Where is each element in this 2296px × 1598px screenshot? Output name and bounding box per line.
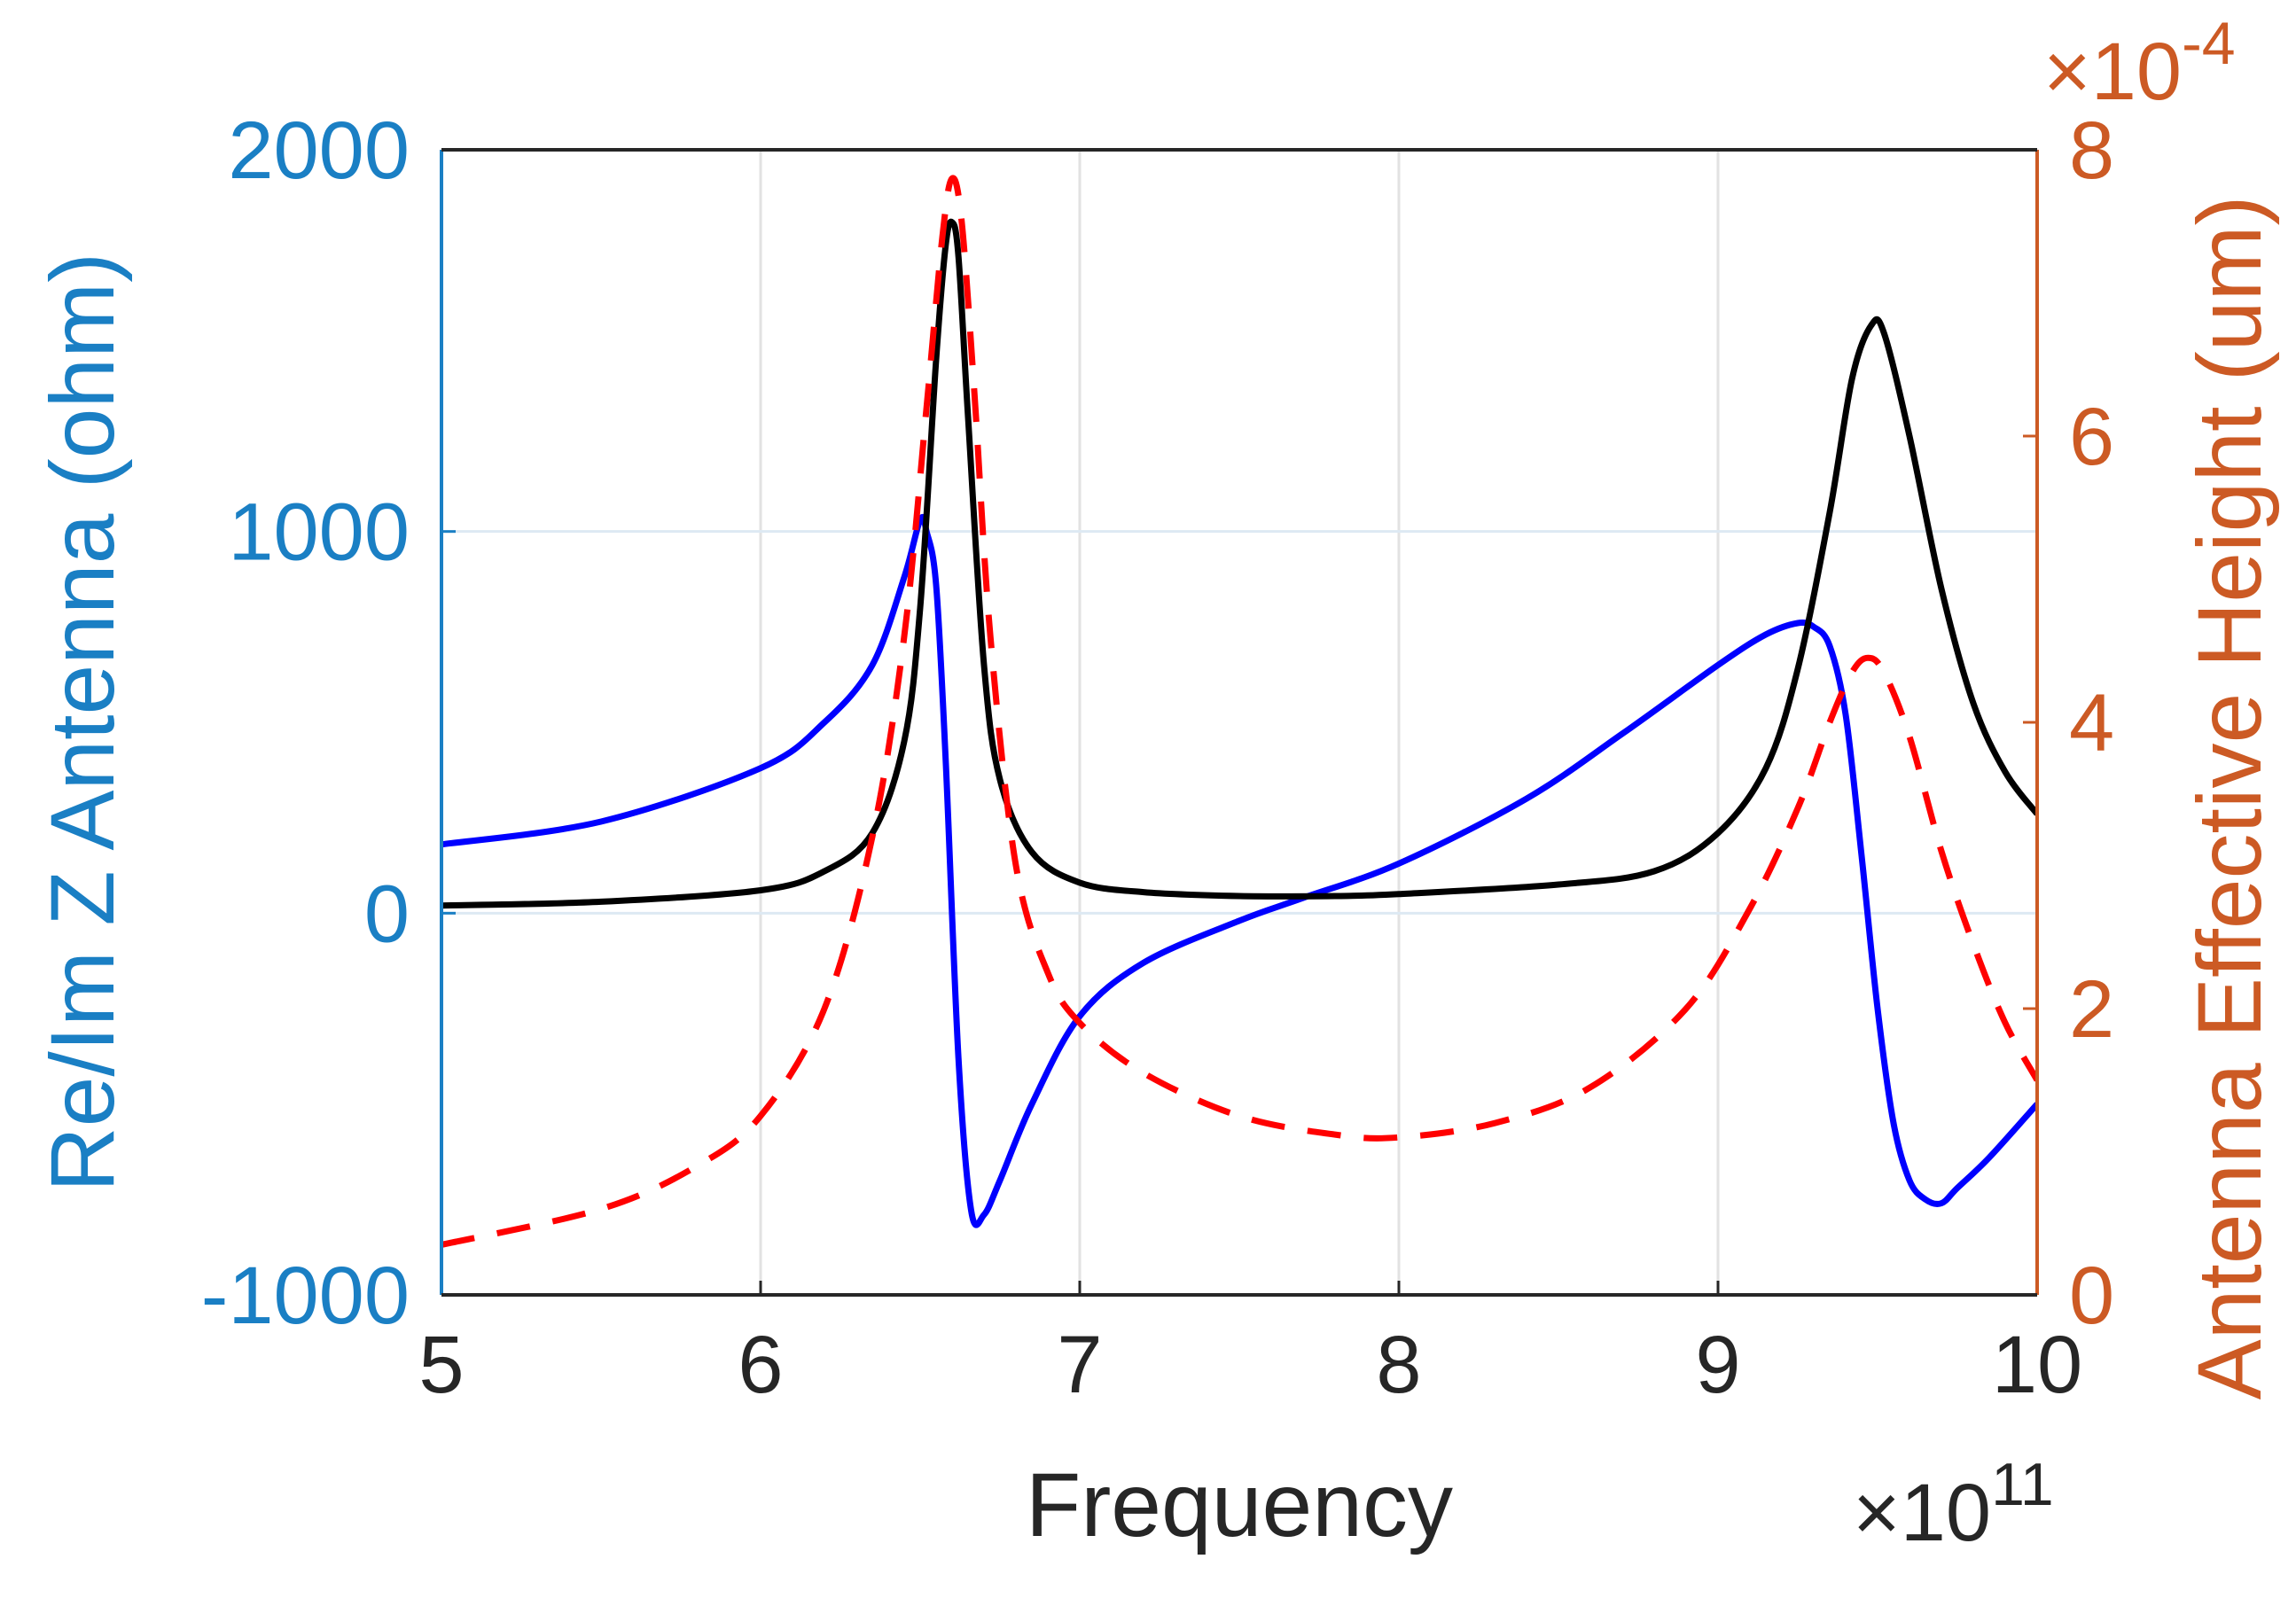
plot-background (441, 150, 2037, 1295)
right-tick-label: 2 (2069, 964, 2114, 1055)
x-exponent-power: 11 (1991, 1451, 2054, 1518)
left-axis-label: Re/Im Z Antenna (ohm) (32, 253, 133, 1192)
series-group (441, 175, 2037, 1248)
series-black-line (441, 218, 2037, 909)
grid-lines (441, 150, 2037, 1295)
right-exponent-label: ×10-4 (2043, 10, 2236, 117)
right-tick-label: 4 (2069, 678, 2114, 768)
x-tick-label: 7 (1057, 1320, 1102, 1410)
right-tick-label: 8 (2069, 105, 2114, 196)
series-red-dashed-line (441, 175, 2037, 1248)
x-tick-label: 6 (738, 1320, 783, 1410)
x-axis-label: Frequency (1026, 1454, 1453, 1555)
tick-labels: 5 6 7 8 9 10 -1000 0 1000 2000 0 2 4 6 8 (201, 105, 2114, 1410)
x-tick-label: 8 (1376, 1320, 1421, 1410)
x-tick-label: 5 (418, 1320, 464, 1410)
x-tick-label: 10 (1992, 1320, 2082, 1410)
right-exponent-power: -4 (2182, 10, 2235, 77)
left-tick-label: 0 (364, 869, 410, 959)
left-tick-label: 2000 (228, 105, 410, 196)
right-tick-label: 6 (2069, 392, 2114, 482)
x-exponent-label: ×1011 (1853, 1451, 2054, 1558)
right-tick-label: 0 (2069, 1251, 2114, 1341)
left-tick-label: 1000 (228, 487, 410, 578)
axes (440, 148, 2039, 1297)
right-axis-label: Antenna Effective Height (um) (2179, 196, 2280, 1400)
series-blue-line (441, 513, 2037, 1228)
x-tick-label: 9 (1695, 1320, 1740, 1410)
left-tick-label: -1000 (201, 1251, 410, 1341)
